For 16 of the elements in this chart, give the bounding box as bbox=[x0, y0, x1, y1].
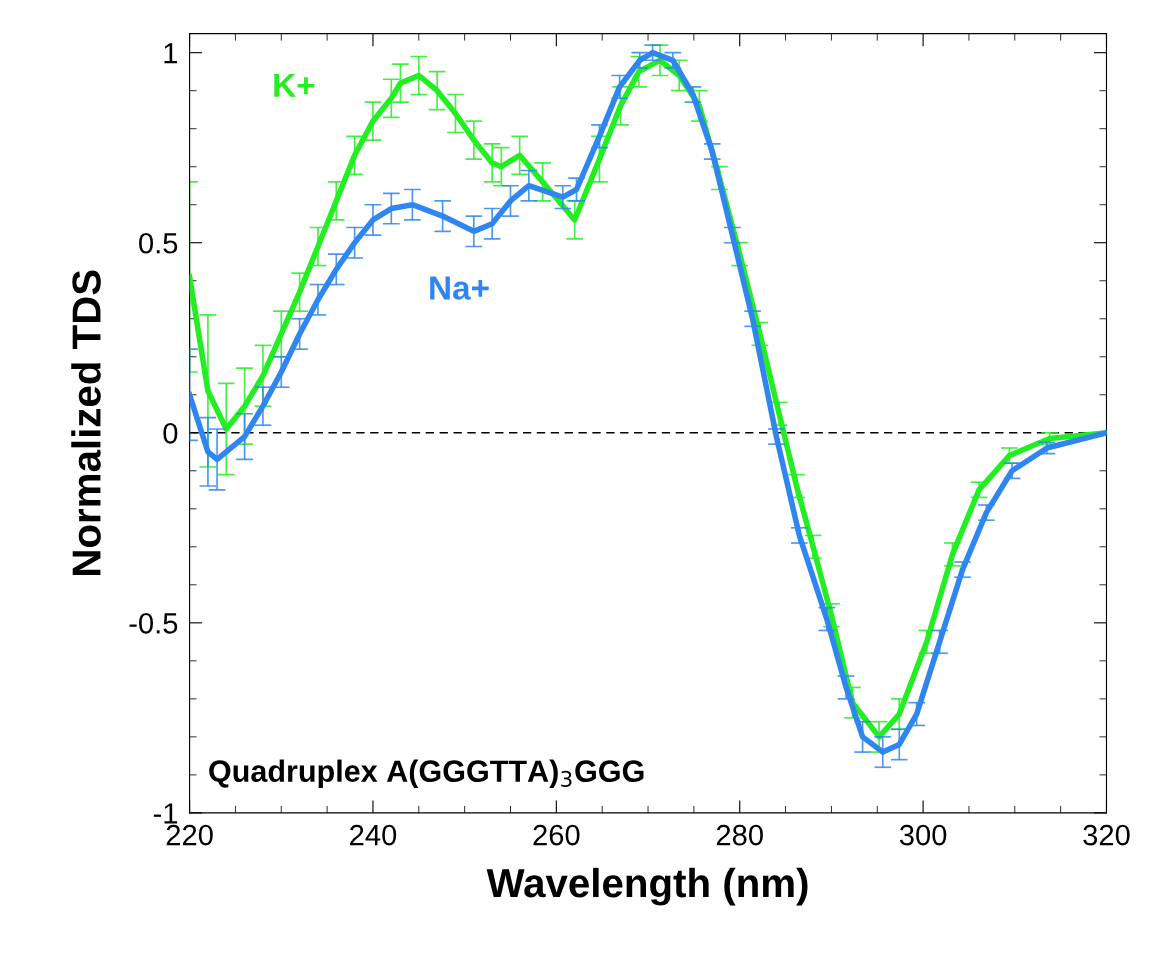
y-tick-label: -1 bbox=[153, 803, 178, 824]
x-tick-label: 300 bbox=[899, 824, 947, 846]
annotation: Quadruplex A(GGGTTA)$_{3}$GGG bbox=[209, 759, 644, 789]
y-tick-label: -0.5 bbox=[129, 613, 178, 634]
y-tick-label: 1 bbox=[164, 43, 178, 64]
y-axis-title: Normalized TDS bbox=[71, 270, 101, 576]
series-label: K+ bbox=[274, 73, 315, 97]
y-tick-label: 0 bbox=[163, 422, 178, 444]
x-tick-label: 320 bbox=[1083, 824, 1130, 846]
x-axis-title: Wavelength (nm) bbox=[486, 867, 808, 906]
y-tick-label: 0.5 bbox=[139, 232, 178, 254]
x-tick-label: 220 bbox=[166, 824, 213, 846]
x-tick-label: 280 bbox=[716, 824, 763, 846]
series-label: Na+ bbox=[430, 276, 489, 300]
x-tick-label: 260 bbox=[533, 824, 580, 846]
x-tick-label: 240 bbox=[350, 824, 397, 846]
